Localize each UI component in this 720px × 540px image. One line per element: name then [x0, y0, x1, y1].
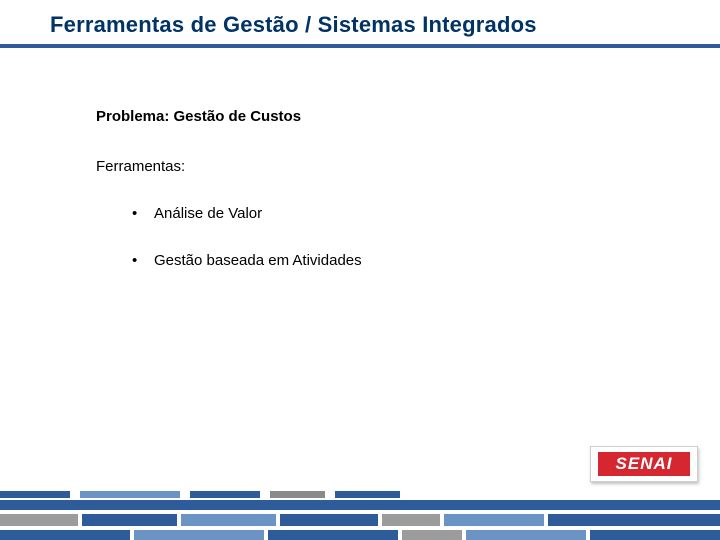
footer-bar: [134, 530, 264, 540]
footer-bar: [402, 530, 462, 540]
footer-bar: [190, 491, 260, 498]
problem-label: Problema: Gestão de Custos: [96, 108, 301, 125]
brand-logo-inner: SENAI: [598, 452, 690, 476]
footer-bar: [270, 491, 325, 498]
footer-bar: [444, 514, 544, 526]
brand-logo-text: SENAI: [616, 454, 673, 474]
slide-title: Ferramentas de Gestão / Sistemas Integra…: [50, 12, 537, 38]
footer-bar: [82, 514, 177, 526]
tools-label: Ferramentas:: [96, 158, 185, 175]
list-item: Análise de Valor: [132, 205, 362, 222]
footer-bar: [590, 530, 720, 540]
footer-bar: [0, 491, 70, 498]
brand-logo: SENAI: [590, 446, 698, 482]
footer-bar: [0, 514, 78, 526]
footer-bar: [280, 514, 378, 526]
footer-bar: [181, 514, 276, 526]
bullet-list: Análise de Valor Gestão baseada em Ativi…: [132, 205, 362, 299]
footer-bar: [268, 530, 398, 540]
footer-bar: [466, 530, 586, 540]
footer-bar: [335, 491, 400, 498]
footer-bars: [0, 480, 720, 540]
footer-bar: [80, 491, 180, 498]
list-item: Gestão baseada em Atividades: [132, 252, 362, 269]
title-underline: [0, 44, 720, 48]
footer-bar: [0, 530, 130, 540]
footer-bar: [0, 500, 720, 510]
footer-bar: [548, 514, 720, 526]
footer-bar: [382, 514, 440, 526]
